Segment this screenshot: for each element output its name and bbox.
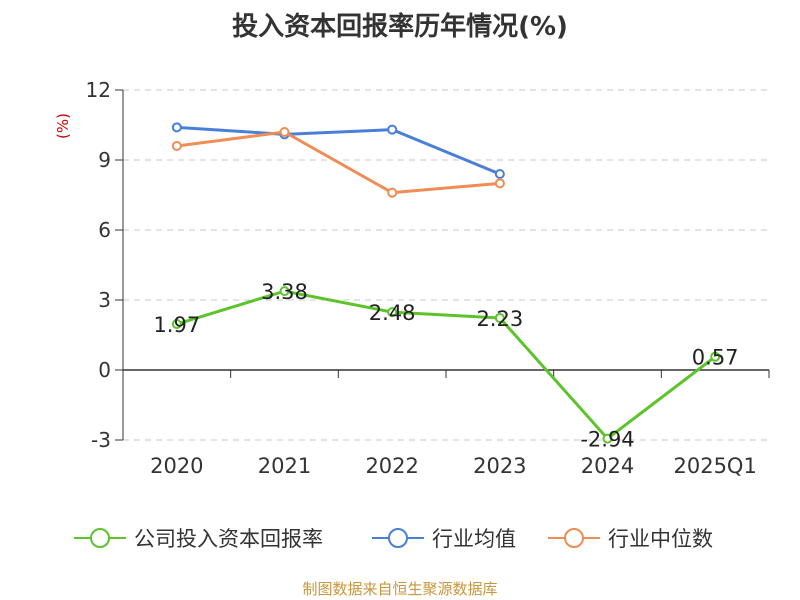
legend-label-industry-median: 行业中位数 (608, 527, 713, 551)
legend-label-company: 公司投入资本回报率 (134, 527, 323, 551)
x-tick-label: 2021 (258, 454, 311, 478)
data-point (494, 169, 505, 179)
data-label: -2.94 (580, 428, 634, 452)
data-label: 1.97 (153, 313, 200, 337)
y-tick-label: -3 (91, 428, 111, 452)
data-point (494, 178, 505, 189)
data-point (387, 307, 398, 318)
y-tick-label: 0 (98, 358, 111, 382)
x-tick-label: 2023 (473, 454, 526, 478)
x-tick-label: 2020 (150, 454, 203, 478)
data-point (387, 124, 398, 135)
x-tick-label: 2022 (365, 454, 418, 478)
y-tick-label: 6 (98, 218, 111, 242)
y-tick-label: 3 (98, 288, 111, 312)
series-line (176, 130, 500, 195)
legend-item-company[interactable]: 公司投入资本回报率 (72, 520, 323, 556)
x-tick-label: 2025Q1 (673, 454, 756, 478)
chart-title: 投入资本回报率历年情况(%) (232, 12, 568, 42)
data-label: 3.38 (261, 280, 308, 304)
legend-line-circle-icon (74, 528, 126, 548)
legend-line-circle-icon (548, 528, 600, 548)
data-point (602, 433, 613, 444)
data-point (387, 187, 398, 198)
source-note: 制图数据来自恒生聚源数据库 (302, 580, 498, 598)
legend-item-industry-mean[interactable]: 行业均值 (370, 520, 516, 556)
y-tick-label: 12 (86, 78, 111, 102)
x-tick-label: 2024 (581, 454, 634, 478)
data-point (171, 122, 182, 133)
data-point (710, 351, 721, 362)
legend-line-circle-icon (372, 528, 424, 548)
data-point (279, 286, 290, 297)
y-axis-unit-label: (%) (54, 113, 72, 139)
data-point (279, 127, 290, 137)
legend-item-industry-median[interactable]: 行业中位数 (546, 520, 713, 556)
data-label: 2.23 (476, 307, 523, 331)
series-line (176, 289, 717, 441)
data-label: 2.48 (369, 301, 416, 325)
data-point (171, 319, 182, 330)
data-point (171, 141, 182, 151)
series-line (176, 125, 501, 176)
data-point (494, 312, 505, 323)
y-tick-label: 9 (98, 148, 111, 172)
legend: 公司投入资本回报率 行业均值 行业中位数 (0, 520, 800, 556)
legend-label-industry-mean: 行业均值 (432, 527, 516, 551)
data-label: 0.57 (692, 346, 739, 370)
